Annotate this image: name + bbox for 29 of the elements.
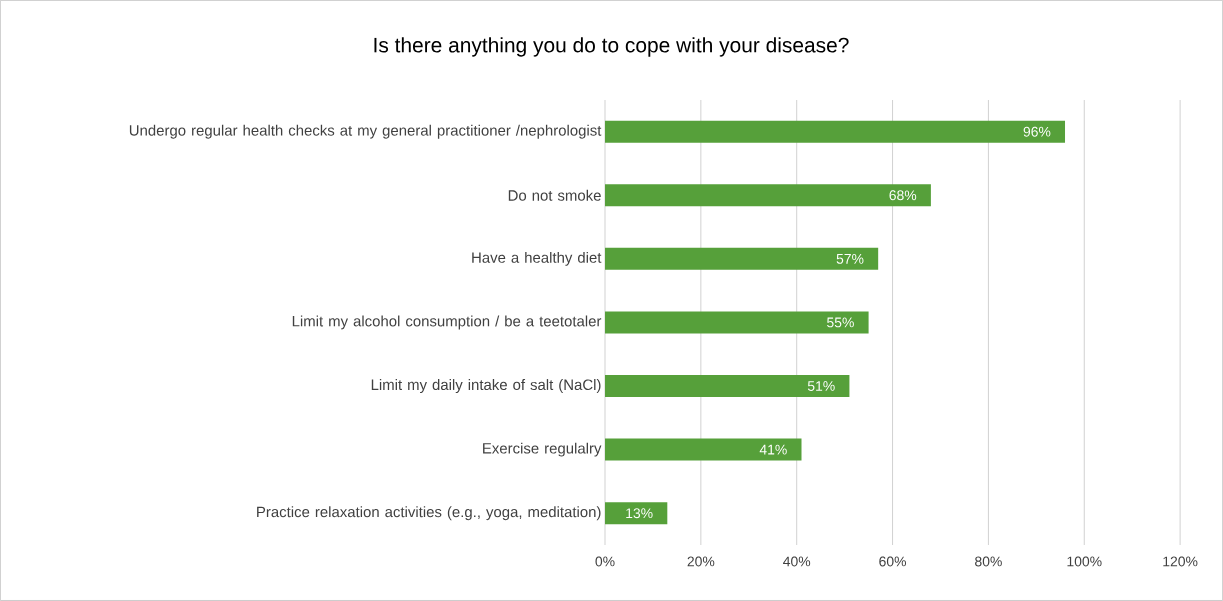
y-tick-label: Limit my daily intake of salt (NaCl) xyxy=(371,379,601,394)
x-tick-label: 20% xyxy=(687,556,715,567)
bar xyxy=(605,120,1066,143)
bar xyxy=(605,184,931,207)
y-tick-label: Limit my alcohol consumption / be a teetotaler xyxy=(292,315,602,330)
data-label: 57% xyxy=(836,254,864,264)
x-tick-label: 120% xyxy=(1163,556,1198,567)
chart-title: Is there anything you do to cope with your disease? xyxy=(374,37,849,57)
x-tick-label: 0% xyxy=(595,556,615,567)
bar xyxy=(605,375,850,398)
bar xyxy=(605,311,869,334)
bar xyxy=(605,502,668,525)
data-label: 41% xyxy=(759,444,787,455)
data-label: 96% xyxy=(1023,126,1051,137)
bar xyxy=(605,247,879,270)
y-tick-label: Have a healthy diet xyxy=(472,251,602,266)
y-tick-label: Do not smoke xyxy=(508,189,601,201)
data-label: 55% xyxy=(827,317,854,328)
x-tick-label: 60% xyxy=(879,556,907,567)
data-label: 68% xyxy=(889,190,917,201)
data-label: 13% xyxy=(626,508,653,519)
y-tick-label: Exercise regulalry xyxy=(483,442,602,457)
bar xyxy=(605,438,802,461)
data-label: 51% xyxy=(807,381,835,391)
y-tick-label: Practice relaxation activities (e.g., yoga, meditation) xyxy=(257,506,601,521)
y-tick-label: Undergo regular health checks at my general practitioner /nephrologist xyxy=(129,124,602,139)
x-tick-label: 100% xyxy=(1067,556,1102,567)
x-tick-label: 40% xyxy=(783,556,811,567)
x-tick-label: 80% xyxy=(975,556,1002,567)
